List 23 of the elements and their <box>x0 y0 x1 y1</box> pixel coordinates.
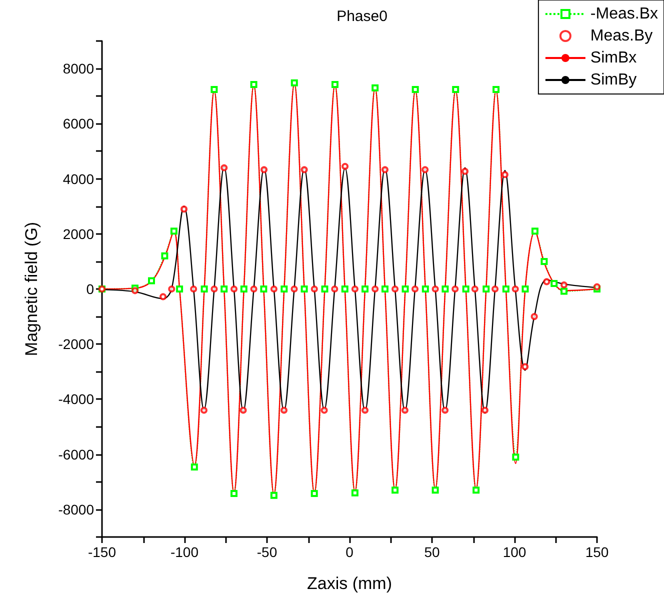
x-tick-label: -150 <box>88 544 116 560</box>
x-tick-label: 100 <box>502 544 526 560</box>
x-axis-title: Zaxis (mm) <box>307 574 392 593</box>
x-tick-label: 50 <box>424 544 440 560</box>
y-tick-label: 8000 <box>62 60 94 77</box>
y-tick-label: 2000 <box>62 226 94 242</box>
x-tick-label: -100 <box>170 544 199 560</box>
y-tick-label: -6000 <box>58 446 94 462</box>
y-axis-title: Magnetic field (G) <box>22 222 41 356</box>
y-tick-label: 0 <box>86 281 94 297</box>
legend-label: Meas.By <box>590 28 653 44</box>
legend-label: SimBy <box>590 72 637 88</box>
legend-label: -Meas.Bx <box>590 6 658 22</box>
y-tick-label: 6000 <box>62 116 94 132</box>
legend-label: SimBx <box>590 50 637 66</box>
y-tick-label: -4000 <box>58 391 94 408</box>
chart-title: Phase0 <box>336 8 388 25</box>
y-tick-label: -2000 <box>58 336 94 352</box>
x-tick-label: 0 <box>346 544 354 560</box>
y-tick-label: 4000 <box>62 170 94 187</box>
x-tick-label: -50 <box>256 544 278 560</box>
y-tick-label: -8000 <box>58 501 94 518</box>
x-tick-label: 150 <box>585 544 609 560</box>
